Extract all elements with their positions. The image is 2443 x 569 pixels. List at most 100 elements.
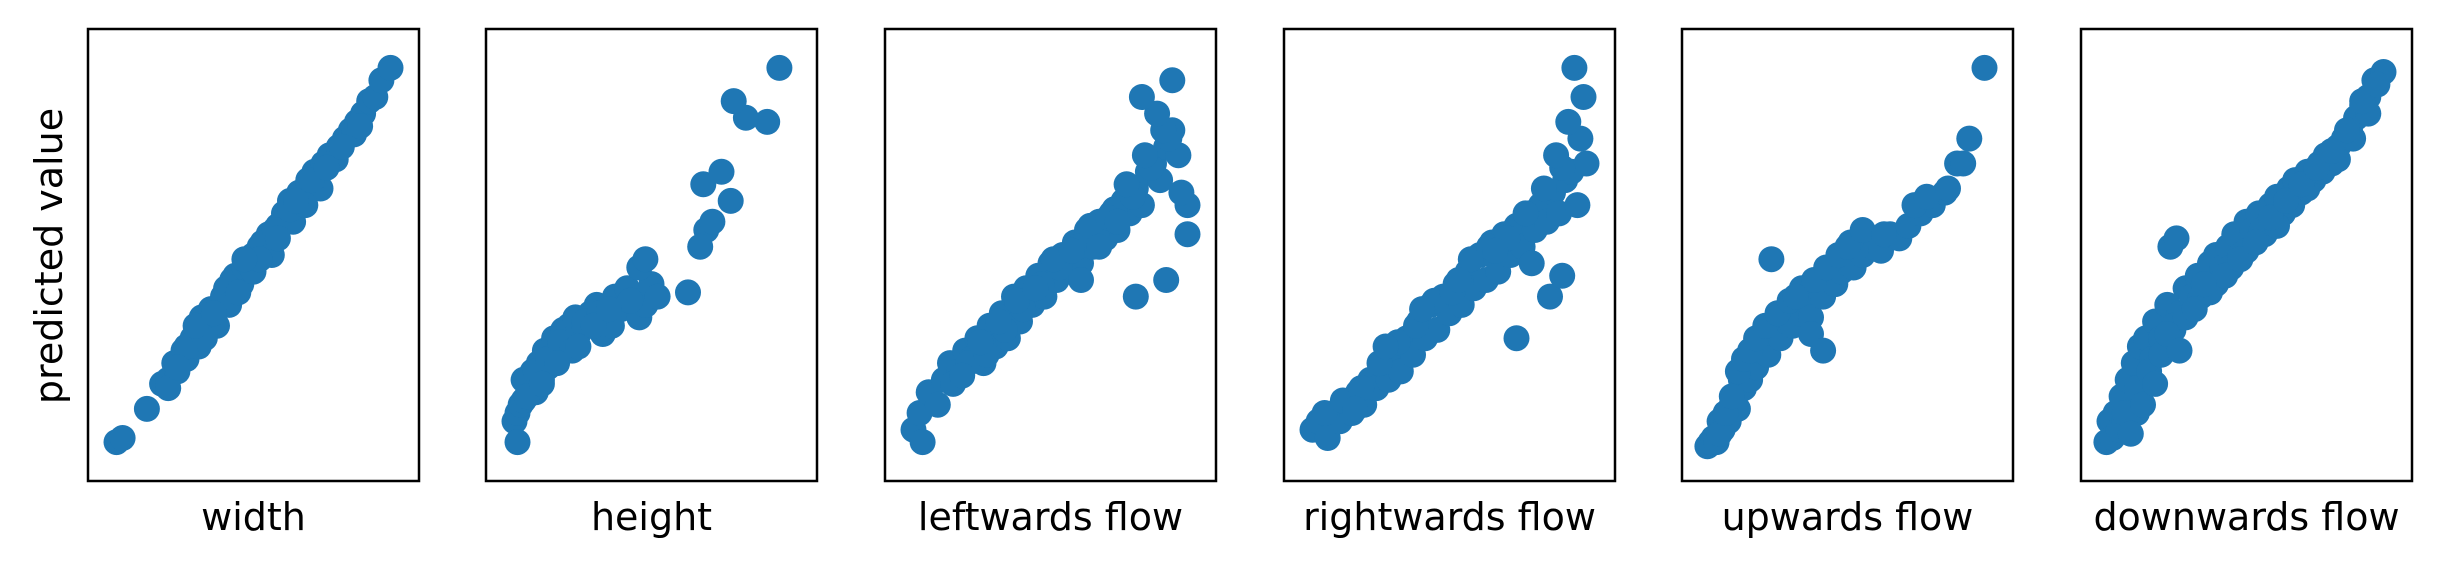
plot-frame [1680,27,2015,483]
scatter-point [2142,370,2169,397]
scatter-point [1518,250,1545,277]
scatter-point [1555,108,1582,135]
scatter-point [109,425,136,451]
scatter-point [720,88,747,115]
y-axis-label: predicted value [27,108,71,404]
scatter-point [1086,233,1113,260]
scatter-point [1159,67,1186,94]
scatter-point [377,54,404,81]
plot-frame [86,27,421,483]
scatter-point [1342,395,1369,422]
scatter-point [1971,54,1998,81]
scatter-point [328,133,355,160]
scatter-point [313,154,340,181]
scatter-point [2227,246,2254,273]
scatter-point [1174,221,1201,248]
scatter-point [617,287,644,314]
scatter-point [504,429,531,456]
scatter-point [182,312,209,339]
scatter-point [2166,337,2193,364]
scatter-point [1530,175,1557,202]
scatter-point [708,158,735,185]
scatter-point [1068,267,1094,293]
scatter-point [699,208,726,235]
scatter-point [2303,154,2330,181]
scatter-point [1564,192,1591,219]
scatter-point [1445,267,1472,293]
scatter-point [1168,179,1195,206]
scatter-point [1503,325,1530,352]
scatter-point [565,333,592,360]
scatter-point [675,279,701,306]
scatter-point [985,308,1012,335]
scatter-point [1131,142,1158,169]
scatter-point [2318,138,2345,164]
scatter-point [644,283,671,310]
scatter-point [200,300,227,327]
scatter-point [909,429,936,456]
scatter-panel-3: leftwards flow [883,27,1218,539]
scatter-point [2181,296,2208,323]
scatter-point [2334,117,2360,144]
scatter-point [1913,183,1940,210]
scatter-point [231,246,258,273]
scatter-point [1348,375,1375,402]
scatter-point [2364,71,2391,98]
scatter-point [1457,246,1484,273]
scatter-point [690,171,717,198]
scatter-point [1144,100,1171,127]
scatter-point [2242,229,2269,256]
scatter-point [2163,225,2190,252]
scatter-point [1758,246,1785,273]
scatter-point [2212,262,2239,289]
scatter-point [1543,142,1570,169]
scatter-panel-4: rightwards flow [1282,27,1617,539]
scatter-point [1573,150,1600,177]
scatter-point [1153,267,1180,293]
scatter-point [1810,337,1837,364]
scatter-point [1022,275,1049,302]
scatter-point [225,279,252,306]
x-axis-label: rightwards flow [1303,495,1596,539]
scatter-point [2273,187,2300,214]
scatter-point [1128,84,1155,110]
x-axis-label: height [591,495,712,539]
scatter-point [544,350,571,377]
scatter-point [1372,333,1399,360]
scatter-point [264,225,291,252]
scatter-point [155,375,182,402]
scatter-point [1849,217,1876,243]
plot-frame [2079,27,2414,483]
x-axis-label: width [201,495,306,539]
scatter-point [1782,283,1809,310]
plot-frame [484,27,819,483]
scatter-panel-6: downwards flow [2079,27,2414,539]
scatter-point [2288,171,2315,198]
scatter-point [1706,420,1733,447]
scatter-panel-1: width [86,27,421,539]
scatter-point [1834,233,1861,260]
scatter-point [1718,383,1745,410]
scatter-point [133,395,160,422]
scatter-point [717,187,744,214]
scatter-point [1561,54,1588,81]
scatter-point [528,370,555,397]
scatter-point [2117,420,2144,447]
scatter-point [754,108,781,135]
plot-frame [883,27,1218,483]
scatter-point [1409,296,1436,323]
scatter-point [687,233,714,260]
scatter-point [1113,171,1140,198]
scatter-point [1482,237,1509,264]
scatter-point [766,54,793,81]
scatter-point [1311,400,1338,426]
scatter-point [1058,237,1085,264]
scatter-point [632,246,659,273]
x-axis-label: leftwards flow [918,495,1183,539]
scatter-point [1935,175,1961,202]
scatter-point [967,329,994,356]
panels: width height leftwards flow rightwards flow… [86,27,2414,539]
scatter-point [1871,221,1897,248]
scatter-point [1956,125,1983,152]
